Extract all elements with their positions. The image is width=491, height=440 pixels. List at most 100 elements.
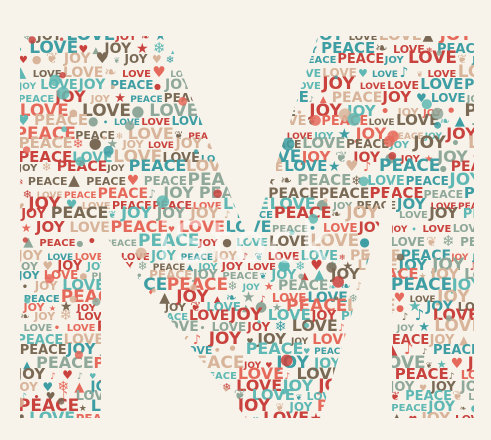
bell-icon: ♪ <box>363 160 371 175</box>
christmas-tree-icon: ▲ <box>423 28 434 44</box>
collage-word: LOVE <box>82 201 111 212</box>
bauble-icon <box>396 253 404 261</box>
bell-icon: ♪ <box>415 306 425 324</box>
heart-icon: ♥ <box>42 259 53 273</box>
collage-word: PEACE <box>297 171 351 189</box>
collage-word: PEACE <box>406 174 449 188</box>
collage-word: JOY <box>436 147 468 166</box>
collage-word: LOVE <box>212 320 247 334</box>
collage-word: LOVE <box>269 234 309 250</box>
bauble-icon <box>190 284 197 292</box>
snowflake-icon: ❄ <box>23 30 32 43</box>
collage-word: LOVE <box>468 133 491 153</box>
collage-word: JOY <box>420 409 451 427</box>
heart-icon: ♥ <box>46 390 56 403</box>
snowflake-icon: ❄ <box>275 319 287 335</box>
collage-word: LOVE <box>434 316 483 336</box>
bauble-icon <box>178 96 188 106</box>
bauble-icon: ● <box>32 53 42 66</box>
bell-icon: ♪ <box>260 295 266 305</box>
collage-word: PEACE <box>104 239 136 249</box>
star-icon: ★ <box>437 358 447 371</box>
bauble-icon <box>61 126 67 133</box>
snowflake-icon: ❄ <box>426 46 433 55</box>
bauble-icon <box>421 99 432 110</box>
christmas-tree-icon: ▲ <box>301 271 309 282</box>
collage-word: LOVE <box>67 323 96 334</box>
collage-word: PEACE <box>98 186 149 202</box>
collage-word: PEACE <box>405 389 452 404</box>
christmas-tree-icon: ▲ <box>459 333 469 347</box>
bauble-icon <box>303 322 310 329</box>
bauble-icon <box>20 397 25 408</box>
collage-word: JOY <box>213 249 237 263</box>
bauble-icon <box>334 75 338 80</box>
collage-word: LOVE <box>149 101 198 121</box>
snowflake-icon: ❄ <box>442 232 455 250</box>
collage-word: JOY <box>120 203 152 222</box>
snowflake-icon: ❄ <box>228 279 238 293</box>
collage-word: PEACE <box>337 52 384 67</box>
dot-icon: • <box>34 393 40 403</box>
collage-word: JOY <box>27 194 61 214</box>
bauble-icon: ● <box>277 256 290 274</box>
star-icon: ★ <box>242 288 255 306</box>
heart-icon: ♥ <box>416 91 427 105</box>
bell-icon: ♪ <box>193 333 201 348</box>
collage-word: PEACE <box>370 184 424 202</box>
collage-word: PEACE <box>332 90 383 106</box>
collage-word: JOY <box>17 163 38 174</box>
dot-icon: • <box>54 323 60 334</box>
star-icon: ★ <box>154 28 167 44</box>
collage-word: LOVE <box>20 101 69 121</box>
reindeer-icon: ❦ <box>255 252 263 263</box>
collage-word: JOY <box>17 249 43 264</box>
collage-word: LOVE <box>423 224 452 235</box>
bell-icon: ♪ <box>404 340 414 358</box>
collage-word: LOVE <box>308 290 348 306</box>
snowflake-icon: ❄ <box>16 178 24 188</box>
collage-word: LOVE <box>163 151 200 166</box>
bauble-icon <box>28 36 36 44</box>
collage-word: LOVE <box>379 26 422 44</box>
collage-word: PEACE <box>28 175 68 188</box>
collage-word: LOVE <box>33 69 62 80</box>
bauble-icon <box>24 297 31 304</box>
star-icon: ★ <box>114 91 126 106</box>
star-icon: ★ <box>79 404 87 414</box>
bell-icon: ♪ <box>242 252 248 263</box>
collage-word: LOVE <box>399 210 428 221</box>
collage-word: LOVE <box>82 101 131 121</box>
collage-word: PEACE <box>24 294 60 305</box>
reindeer-icon: ❦ <box>114 56 121 65</box>
heart-icon: ♥ <box>19 55 28 66</box>
christmas-tree-icon: ▲ <box>214 295 221 305</box>
collage-word: PEACE <box>18 148 72 166</box>
snowflake-icon: ❄ <box>153 39 166 57</box>
collage-word: LOVE <box>408 48 457 68</box>
collage-word: LOVE <box>458 62 491 82</box>
snowflake-icon: ❄ <box>60 306 73 324</box>
collage-word: LOVE <box>113 147 162 167</box>
collage-word: LOVE <box>323 221 358 235</box>
bauble-icon <box>257 320 261 324</box>
collage-word: PEACE <box>395 365 449 383</box>
snowflake-icon: ❄ <box>295 259 305 273</box>
collage-word: JOY <box>412 133 446 153</box>
collage-word: JOY <box>345 203 379 223</box>
collage-word: JOY <box>106 164 125 174</box>
collage-word: JOY <box>175 136 204 152</box>
heart-icon: ♥ <box>310 258 323 274</box>
bell-icon: ♪ <box>60 389 68 404</box>
bauble-icon <box>308 213 319 224</box>
collage-word: JOY <box>56 259 82 274</box>
bauble-icon <box>436 50 443 56</box>
collage-word: JOY <box>474 290 491 306</box>
collage-word: LOVE <box>420 75 463 93</box>
collage-word: LOVE <box>172 114 207 128</box>
bauble-icon <box>332 276 345 288</box>
bauble-icon <box>22 237 29 243</box>
star-icon: ★ <box>107 137 119 152</box>
bauble-icon <box>213 189 222 198</box>
collage-word: LOVE <box>263 408 309 427</box>
